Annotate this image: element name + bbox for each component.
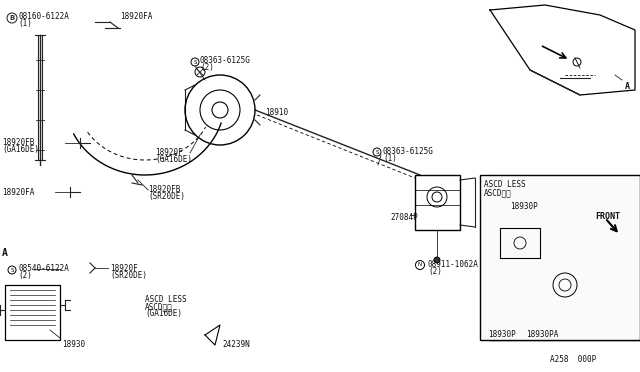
Text: 08540-6122A: 08540-6122A <box>18 264 69 273</box>
Text: (SR20DE): (SR20DE) <box>110 271 147 280</box>
Text: ASCD重要: ASCD重要 <box>145 302 173 311</box>
Text: A: A <box>2 248 8 258</box>
Text: 18920F: 18920F <box>155 148 183 157</box>
Text: 27084P: 27084P <box>390 213 418 222</box>
Text: (2): (2) <box>428 267 442 276</box>
Text: 08911-1062A: 08911-1062A <box>428 260 479 269</box>
Text: S: S <box>193 60 196 64</box>
Text: (GA16DE): (GA16DE) <box>145 309 182 318</box>
Text: (2): (2) <box>18 271 32 280</box>
Text: A258  000P: A258 000P <box>550 355 596 364</box>
Text: 08160-6122A: 08160-6122A <box>18 12 69 21</box>
Text: 08363-6125G: 08363-6125G <box>383 147 434 156</box>
Text: S: S <box>10 267 13 273</box>
Text: 18930PA: 18930PA <box>526 330 558 339</box>
Text: 18920FB: 18920FB <box>148 185 180 194</box>
Text: A: A <box>625 82 630 91</box>
Text: N: N <box>418 263 422 267</box>
Text: 18930: 18930 <box>62 340 85 349</box>
Text: (GA16DE): (GA16DE) <box>2 145 39 154</box>
Text: 18910: 18910 <box>265 108 288 117</box>
Text: FRONT: FRONT <box>595 212 620 221</box>
Text: 18930P: 18930P <box>488 330 516 339</box>
Bar <box>480 175 640 340</box>
Text: B: B <box>10 15 15 21</box>
Text: (SR20DE): (SR20DE) <box>148 192 185 201</box>
Text: 18930P: 18930P <box>510 202 538 211</box>
Text: ASCD重要: ASCD重要 <box>484 188 512 197</box>
Text: 18920F: 18920F <box>110 264 138 273</box>
Text: (2): (2) <box>200 63 214 72</box>
Text: S: S <box>375 150 379 154</box>
Bar <box>415 175 460 230</box>
Text: 18920FA: 18920FA <box>2 188 35 197</box>
Text: (1): (1) <box>18 19 32 28</box>
Text: ASCD LESS: ASCD LESS <box>484 180 525 189</box>
Text: (GA16DE): (GA16DE) <box>155 155 192 164</box>
Text: 18920FB: 18920FB <box>2 138 35 147</box>
Text: 08363-6125G: 08363-6125G <box>200 56 251 65</box>
Bar <box>500 228 540 258</box>
Bar <box>5 285 60 340</box>
Text: 24239N: 24239N <box>222 340 250 349</box>
Text: ASCD LESS: ASCD LESS <box>145 295 187 304</box>
Circle shape <box>434 257 440 263</box>
Text: (1): (1) <box>383 154 397 163</box>
Text: 18920FA: 18920FA <box>120 12 152 21</box>
